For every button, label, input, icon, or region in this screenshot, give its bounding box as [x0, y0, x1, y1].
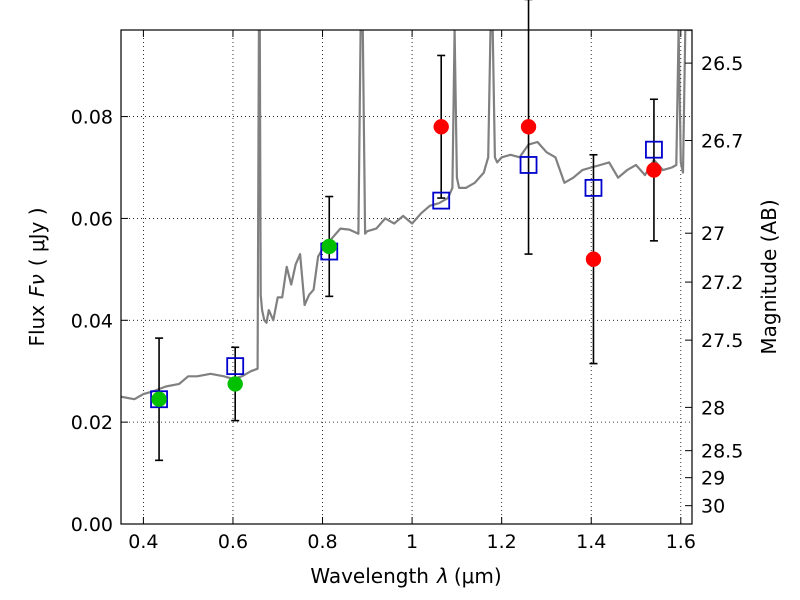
y2-tick-label: 27.2: [701, 272, 743, 294]
y-tick-label: 0.08: [71, 107, 113, 129]
red-data-point: [646, 162, 662, 178]
x-axis-label: Wavelength λ (μm): [310, 564, 501, 588]
y2-tick-label: 30: [701, 496, 725, 518]
y2-tick-label: 27: [701, 223, 725, 245]
model-flux-box: [584, 178, 603, 197]
red-data-point: [585, 251, 602, 267]
x-tick-label: 0.6: [218, 531, 248, 553]
y-tick-label: 0.02: [71, 412, 113, 434]
y-tick-label: 0.06: [71, 208, 113, 230]
y2-axis-label: Magnitude (AB): [757, 199, 781, 354]
x-tick-label: 1.2: [487, 531, 517, 553]
x-tick-label: 1.4: [576, 531, 606, 553]
y2-tick-label: 26.7: [701, 131, 743, 153]
y-tick-label: 0.00: [71, 514, 113, 536]
data-points: [150, 0, 663, 462]
y2-tick-label: 27.5: [701, 330, 743, 352]
y-axis-label: FluxFν( μJy ): [25, 207, 49, 346]
model-flux-box: [150, 390, 168, 409]
green-data-point: [151, 391, 167, 407]
x-tick-label: 0.8: [307, 531, 337, 553]
spectrum-line: [121, 30, 692, 401]
model-flux-box: [432, 191, 451, 210]
green-data-point: [321, 238, 337, 255]
axis-ticks: 0.4 0.6 0.8 1 1.2 1.4 1.6 0.00 0.02 0.04 0.06 0.08 2…: [71, 30, 743, 553]
y2-tick-label: 28: [701, 397, 725, 419]
green-data-point: [227, 376, 243, 392]
y2-tick-label: 28.5: [701, 441, 743, 463]
model-flux-box: [519, 156, 538, 174]
plot-frame: [120, 29, 693, 525]
model-flux-box: [645, 140, 663, 159]
x-tick-label: 1: [406, 531, 418, 553]
red-data-point: [520, 119, 537, 135]
grid-lines: [121, 30, 692, 524]
x-tick-label: 0.4: [128, 531, 158, 553]
red-data-point: [433, 119, 449, 135]
model-spectrum: [121, 30, 692, 401]
y2-tick-label: 29: [701, 468, 725, 490]
y-tick-label: 0.04: [71, 310, 113, 332]
model-flux-box: [226, 357, 245, 376]
y2-tick-label: 26.5: [701, 53, 743, 75]
x-tick-label: 1.6: [666, 531, 696, 553]
